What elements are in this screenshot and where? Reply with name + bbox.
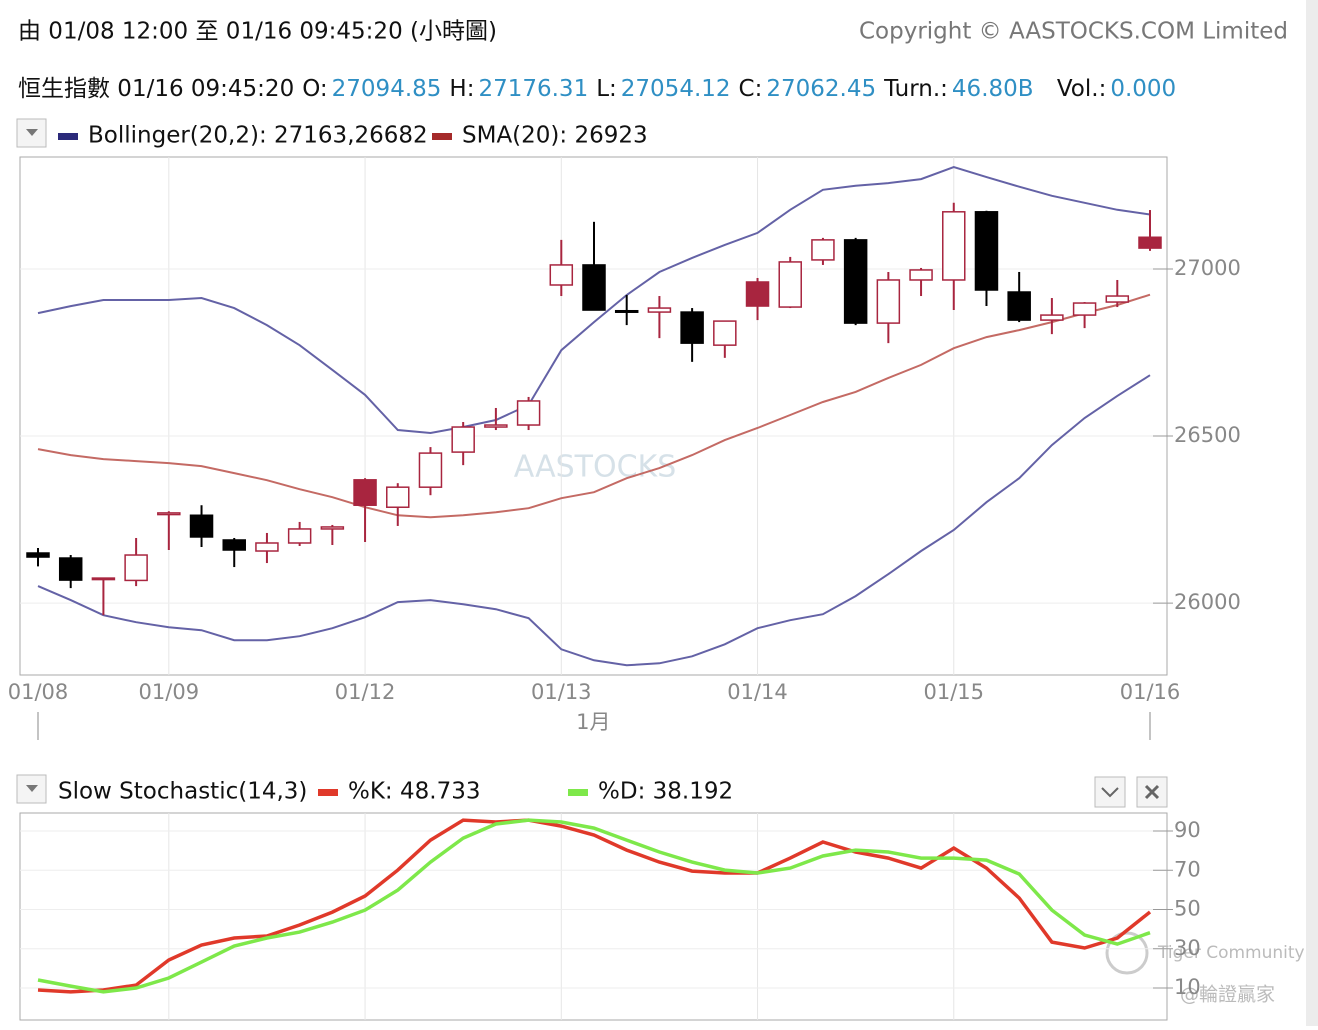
candle-body [189, 514, 214, 538]
dropdown[interactable] [16, 774, 47, 804]
candle-body [1138, 236, 1162, 249]
candle-body [680, 311, 704, 344]
quote-line: 恒生指數 01/16 09:45:20 O: 27094.85 H: 27176.31 L… [18, 76, 1176, 102]
candle-body [287, 528, 312, 544]
series-line [37, 818, 1152, 994]
candle-body [26, 552, 50, 558]
y-tick-label: 90 [1174, 818, 1201, 842]
legend-swatch [432, 133, 452, 140]
candle-body [647, 307, 672, 313]
candle-body [1072, 302, 1097, 316]
quote-part: L: [596, 76, 617, 102]
edge [1306, 0, 1318, 1026]
legend-label: %K: 48.733 [348, 779, 480, 805]
quote-part: 27062.45 [766, 76, 876, 102]
y-tick-label: 26000 [1174, 590, 1241, 614]
watermark-logo [1105, 931, 1149, 975]
legend-label: SMA(20): 26923 [462, 123, 648, 149]
candle-body [549, 264, 574, 286]
x-tick-label: 01/13 [531, 680, 592, 704]
candle-body [909, 269, 933, 281]
candle-body [353, 479, 377, 506]
candle-body [614, 309, 639, 313]
candle-body [255, 542, 279, 552]
candle-body [451, 426, 475, 453]
candle-body [811, 239, 835, 261]
series-line [37, 293, 1151, 519]
candle-body [876, 279, 901, 324]
legend-swatch [568, 789, 588, 796]
legend-swatch [58, 133, 78, 140]
quote-part: H: [449, 76, 474, 102]
legend-label: %D: 38.192 [598, 779, 733, 805]
stoch-plot [19, 812, 1168, 1021]
candle-body [582, 264, 606, 311]
month-label: 1月 [576, 710, 610, 734]
candle-body [157, 512, 181, 516]
quote-part: 0.000 [1110, 76, 1176, 102]
candle-body [1007, 291, 1031, 321]
series-line [37, 374, 1151, 667]
quote-part: Turn.: [883, 76, 948, 102]
x-tick-label: 01/12 [335, 680, 396, 704]
series-line [37, 165, 1151, 435]
legend-label: Slow Stochastic(14,3) [58, 779, 307, 805]
watermark: Tiger Community [1157, 943, 1305, 963]
candle-body [843, 239, 868, 324]
legend-swatch [318, 789, 338, 796]
x-tick-label: 01/14 [727, 680, 788, 704]
copyright: Copyright © AASTOCKS.COM Limited [859, 19, 1288, 45]
candle-body [1040, 314, 1064, 321]
quote-part: 27054.12 [621, 76, 731, 102]
quote-part: 恒生指數 01/16 09:45:20 [18, 76, 294, 102]
candle-body [713, 320, 737, 346]
candle-body [778, 261, 802, 308]
candle-body [418, 452, 443, 488]
candle-body [974, 211, 999, 291]
candle-body [942, 211, 966, 281]
candle-body [222, 539, 246, 551]
candle-body [745, 281, 770, 307]
range-title: 由 01/08 12:00 至 01/16 09:45:20 (小時圖) [18, 19, 497, 45]
quote-part: O: [302, 76, 327, 102]
candle-body [124, 554, 148, 582]
series-line [37, 818, 1151, 994]
candle-body [516, 400, 541, 426]
dropdown[interactable] [16, 118, 47, 148]
candle-body [58, 557, 83, 581]
y-tick-label: 26500 [1174, 423, 1241, 447]
y-tick-label: 50 [1174, 897, 1201, 921]
quote-part: 27176.31 [478, 76, 588, 102]
candle-body [386, 486, 410, 508]
y-tick-label: 70 [1174, 857, 1201, 881]
x-tick-label: 01/15 [923, 680, 984, 704]
candle-body [91, 577, 116, 581]
quote-part: Vol.: [1057, 76, 1106, 102]
quote-part: 27094.85 [332, 76, 442, 102]
candle-body [484, 424, 508, 428]
candle-body [1105, 295, 1130, 303]
x-tick-label: 01/09 [139, 680, 200, 704]
quote-part: C: [739, 76, 763, 102]
y-tick-label: 27000 [1174, 256, 1241, 280]
x-tick-label: 01/16 [1120, 680, 1181, 704]
y-tick-label: 30 [1174, 936, 1201, 960]
legend-label: Bollinger(20,2): 27163,26682 [88, 123, 428, 149]
quote-part: 46.80B [952, 76, 1033, 102]
candle-body [320, 526, 345, 530]
watermark: AASTOCKS [514, 450, 677, 485]
watermark: @輪證贏家 [1180, 984, 1275, 1006]
collapse-button[interactable] [1094, 776, 1126, 808]
close-button[interactable] [1136, 776, 1168, 808]
y-tick-label: 10 [1174, 975, 1201, 999]
x-tick-label: 01/08 [8, 680, 69, 704]
